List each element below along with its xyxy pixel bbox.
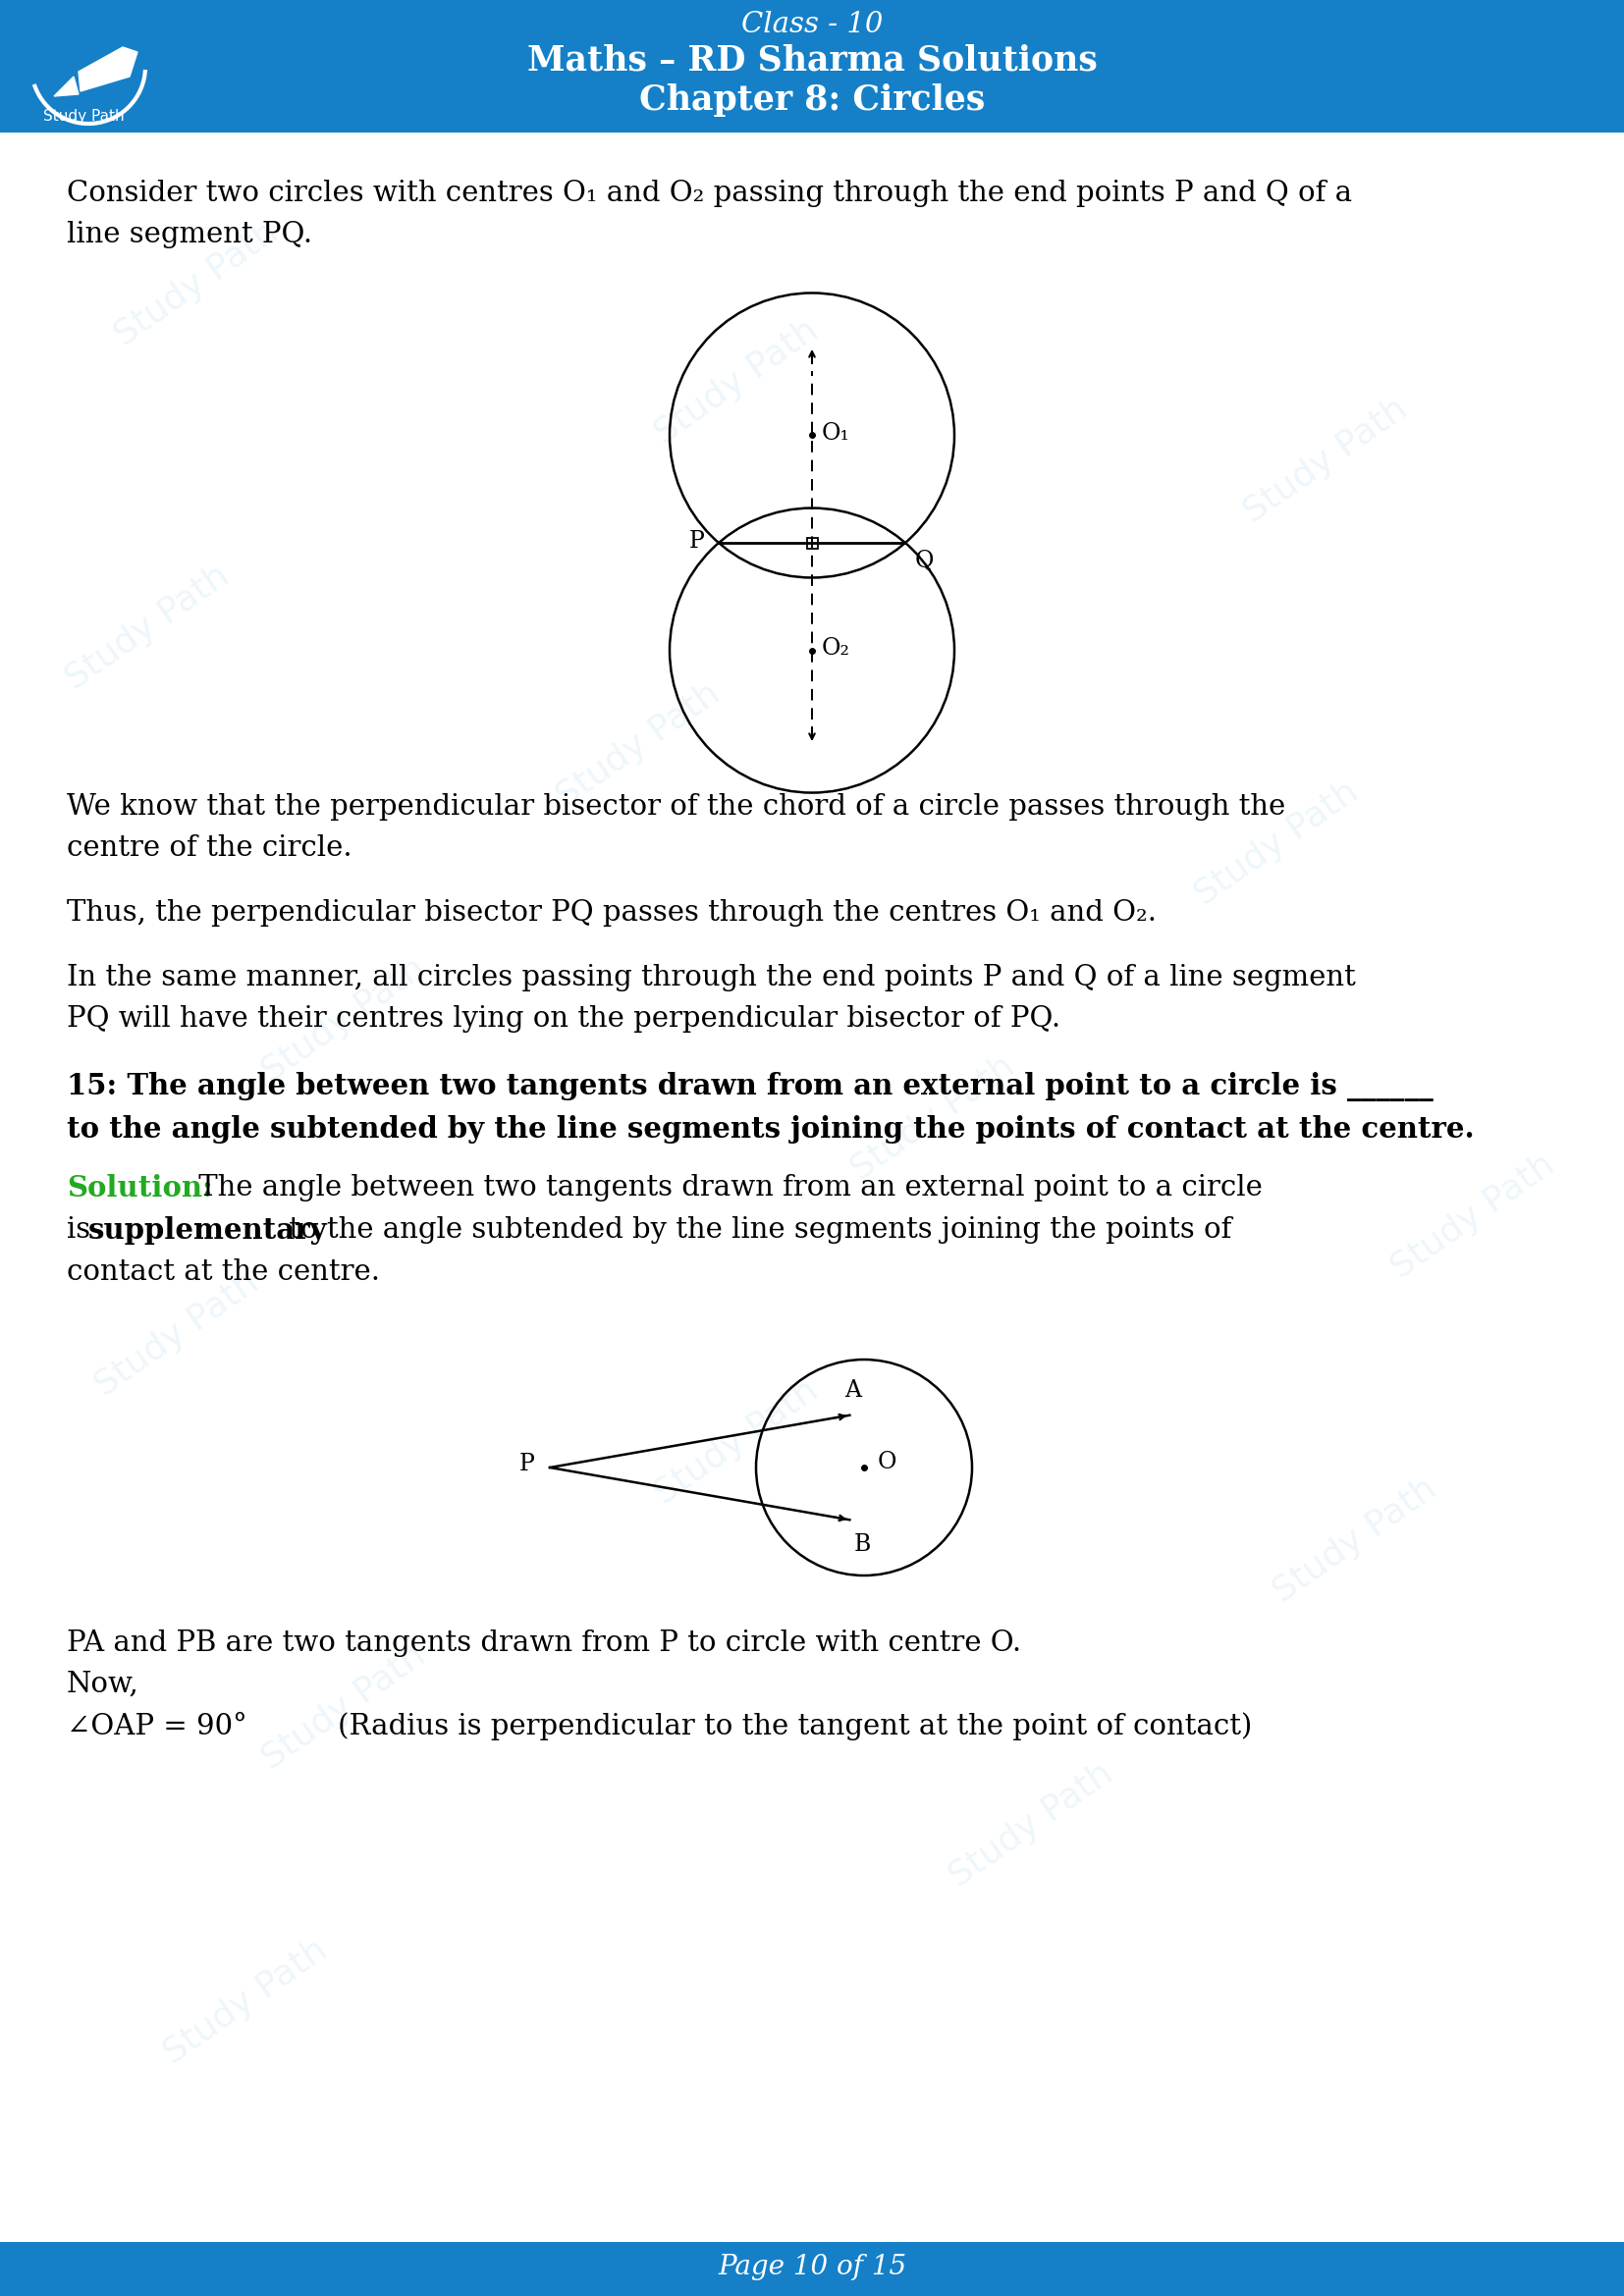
Polygon shape	[78, 48, 138, 92]
Text: P: P	[690, 530, 705, 551]
Text: supplementary: supplementary	[88, 1217, 328, 1244]
Text: O₂: O₂	[822, 636, 851, 659]
Text: Study Path: Study Path	[844, 1049, 1021, 1187]
Text: Now,: Now,	[67, 1671, 140, 1699]
Text: O₁: O₁	[822, 422, 851, 445]
Text: Study Path: Study Path	[89, 1265, 265, 1403]
Text: Study Path: Study Path	[648, 1373, 825, 1511]
Text: O: O	[879, 1451, 896, 1474]
Text: Study Path: Study Path	[255, 951, 432, 1088]
Text: centre of the circle.: centre of the circle.	[67, 833, 352, 861]
Bar	[807, 537, 817, 549]
Text: to the angle subtended by the line segments joining the points of: to the angle subtended by the line segme…	[279, 1217, 1231, 1244]
Text: Study Path: Study Path	[1385, 1148, 1561, 1286]
Text: Study Path: Study Path	[551, 677, 726, 813]
Text: Study Path: Study Path	[158, 1933, 333, 2071]
Bar	[0, 0, 1624, 133]
Text: We know that the perpendicular bisector of the chord of a circle passes through : We know that the perpendicular bisector …	[67, 792, 1286, 820]
Text: line segment PQ.: line segment PQ.	[67, 220, 312, 248]
Text: PA and PB are two tangents drawn from P to circle with centre O.: PA and PB are two tangents drawn from P …	[67, 1630, 1021, 1658]
Polygon shape	[54, 76, 78, 96]
Text: Class - 10: Class - 10	[741, 11, 883, 39]
Text: A: A	[844, 1380, 861, 1403]
Text: is: is	[67, 1217, 99, 1244]
Text: Study Path: Study Path	[1267, 1472, 1444, 1609]
Text: Study Path: Study Path	[255, 1639, 432, 1775]
Text: contact at the centre.: contact at the centre.	[67, 1258, 380, 1286]
Text: The angle between two tangents drawn from an external point to a circle: The angle between two tangents drawn fro…	[190, 1173, 1262, 1201]
Text: P: P	[520, 1453, 536, 1476]
Text: Page 10 of 15: Page 10 of 15	[718, 2255, 906, 2280]
Text: Study Path: Study Path	[648, 312, 825, 450]
Text: Study Path: Study Path	[1189, 774, 1364, 912]
Text: Study Path: Study Path	[109, 216, 284, 351]
Text: Maths – RD Sharma Solutions: Maths – RD Sharma Solutions	[526, 44, 1098, 78]
Text: PQ will have their centres lying on the perpendicular bisector of PQ.: PQ will have their centres lying on the …	[67, 1006, 1060, 1033]
Text: Consider two circles with centres O₁ and O₂ passing through the end points P and: Consider two circles with centres O₁ and…	[67, 179, 1353, 207]
Bar	[0, 2241, 1624, 2296]
Text: to the angle subtended by the line segments joining the points of contact at the: to the angle subtended by the line segme…	[67, 1116, 1475, 1143]
Text: B: B	[854, 1534, 870, 1554]
Text: ∠OAP = 90°          (Radius is perpendicular to the tangent at the point of cont: ∠OAP = 90° (Radius is perpendicular to t…	[67, 1713, 1252, 1740]
Text: Chapter 8: Circles: Chapter 8: Circles	[640, 83, 984, 117]
Text: 15: The angle between two tangents drawn from an external point to a circle is _: 15: The angle between two tangents drawn…	[67, 1072, 1434, 1102]
Text: Study Path: Study Path	[60, 558, 235, 696]
Text: Q: Q	[914, 549, 934, 572]
Text: Study Path: Study Path	[1237, 393, 1413, 528]
Text: In the same manner, all circles passing through the end points P and Q of a line: In the same manner, all circles passing …	[67, 964, 1356, 992]
Text: Solution:: Solution:	[67, 1173, 213, 1203]
Text: Thus, the perpendicular bisector PQ passes through the centres O₁ and O₂.: Thus, the perpendicular bisector PQ pass…	[67, 900, 1156, 928]
Text: Study Path: Study Path	[42, 108, 123, 124]
Text: Study Path: Study Path	[944, 1756, 1119, 1894]
